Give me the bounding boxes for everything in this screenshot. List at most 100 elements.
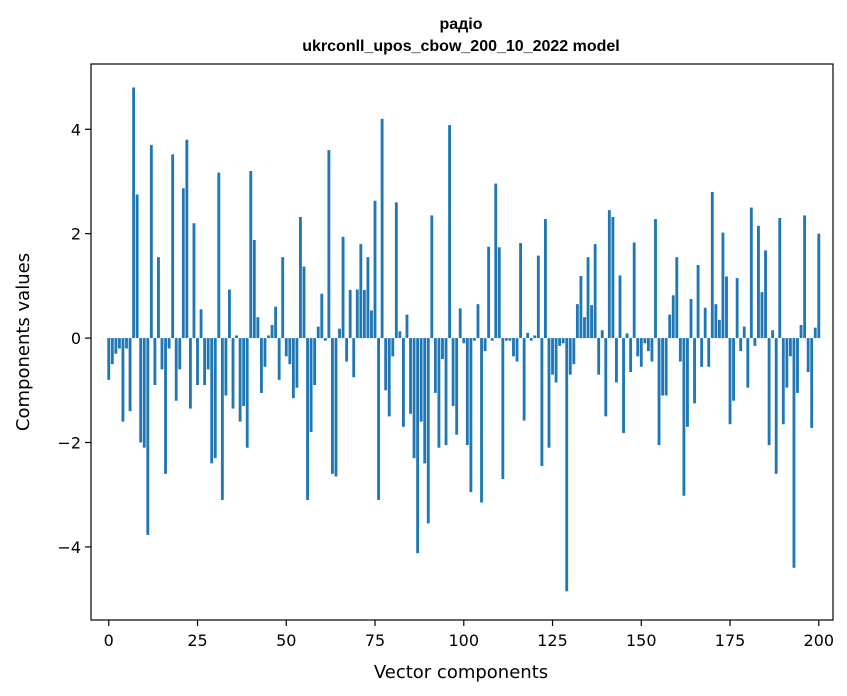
bar-67 <box>345 338 349 362</box>
x-tick-label: 175 <box>715 631 746 650</box>
bar-114 <box>512 338 515 357</box>
bar-198 <box>810 338 814 428</box>
bar-141 <box>607 210 611 339</box>
bar-90 <box>426 338 430 524</box>
x-tick-label: 0 <box>104 631 114 650</box>
bar-80 <box>391 338 395 357</box>
bar-92 <box>433 338 437 393</box>
bar-27 <box>203 338 207 386</box>
bar-120 <box>533 335 537 339</box>
bar-108 <box>490 338 494 341</box>
bar-70 <box>355 289 359 339</box>
bar-107 <box>487 246 491 339</box>
bar-128 <box>561 338 565 344</box>
bar-137 <box>593 244 597 339</box>
bar-14 <box>157 257 160 339</box>
bar-129 <box>565 338 569 592</box>
bar-74 <box>370 310 373 339</box>
bar-48 <box>277 338 281 380</box>
bar-105 <box>480 338 483 503</box>
bar-103 <box>473 338 476 341</box>
bar-190 <box>781 338 785 425</box>
bar-4 <box>121 338 125 422</box>
bar-21 <box>181 188 185 339</box>
x-tick-label: 75 <box>365 631 385 650</box>
bar-23 <box>188 338 192 409</box>
bar-167 <box>700 338 704 367</box>
bar-157 <box>664 338 668 396</box>
bar-164 <box>689 298 693 339</box>
bar-63 <box>331 338 334 474</box>
bar-197 <box>806 338 810 373</box>
bar-101 <box>465 338 469 446</box>
bar-81 <box>394 202 398 339</box>
x-tick-label: 25 <box>187 631 207 650</box>
bar-73 <box>366 257 370 339</box>
bar-146 <box>625 333 629 339</box>
bar-42 <box>256 317 260 339</box>
bar-86 <box>412 338 416 459</box>
bar-147 <box>629 338 633 373</box>
bar-79 <box>387 338 391 417</box>
x-tick-label: 200 <box>804 631 835 650</box>
bar-96 <box>448 125 451 339</box>
bar-61 <box>323 338 327 341</box>
bar-159 <box>671 295 675 339</box>
bar-182 <box>753 338 757 346</box>
bar-186 <box>767 338 771 446</box>
bar-185 <box>764 250 767 339</box>
bar-199 <box>813 327 817 339</box>
bar-124 <box>547 338 551 448</box>
bar-126 <box>554 338 558 383</box>
bar-195 <box>799 325 803 339</box>
bar-52 <box>291 338 295 399</box>
bar-29 <box>210 338 214 464</box>
x-axis-ticks: 0 25 50 75 100 125 150 175 200 <box>104 620 834 650</box>
bar-196 <box>803 215 807 339</box>
bar-25 <box>196 338 199 386</box>
bar-77 <box>380 118 384 339</box>
y-tick-label: −4 <box>57 538 81 557</box>
bar-37 <box>238 338 242 422</box>
bar-69 <box>352 338 356 378</box>
bar-136 <box>590 305 593 339</box>
bar-83 <box>402 338 405 427</box>
bar-15 <box>160 338 164 370</box>
bar-176 <box>732 338 736 401</box>
bar-44 <box>263 338 267 367</box>
bar-45 <box>267 335 270 339</box>
bar-87 <box>416 338 420 554</box>
bar-20 <box>178 338 182 370</box>
bar-109 <box>494 183 498 339</box>
x-tick-label: 125 <box>537 631 568 650</box>
bar-41 <box>252 239 256 339</box>
y-axis-label: Components values <box>13 253 34 431</box>
bar-145 <box>622 338 625 434</box>
bar-188 <box>774 338 778 474</box>
bar-121 <box>536 255 540 339</box>
bar-155 <box>657 338 661 446</box>
y-tick-label: 2 <box>71 225 81 244</box>
bar-88 <box>419 338 423 422</box>
bar-111 <box>501 338 505 480</box>
bar-123 <box>544 219 547 339</box>
x-tick-label: 150 <box>626 631 657 650</box>
bar-95 <box>444 338 448 446</box>
bar-75 <box>373 200 377 339</box>
bar-192 <box>788 338 792 357</box>
bar-139 <box>600 330 604 339</box>
bar-148 <box>632 242 636 339</box>
bar-91 <box>430 215 434 339</box>
bar-162 <box>682 338 686 496</box>
bar-43 <box>259 338 263 393</box>
x-axis-label: Vector components <box>374 662 548 683</box>
bar-33 <box>224 338 228 396</box>
bar-166 <box>696 265 700 339</box>
bar-163 <box>686 338 689 427</box>
bar-169 <box>707 338 711 367</box>
bar-173 <box>721 232 725 339</box>
bar-8 <box>135 194 139 339</box>
bar-153 <box>650 338 654 362</box>
bar-175 <box>728 338 732 425</box>
bar-12 <box>149 144 153 339</box>
